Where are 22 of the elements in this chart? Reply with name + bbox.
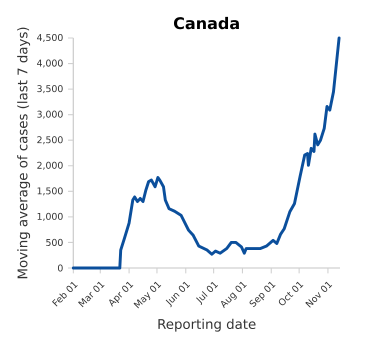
y-tick-label: 500 — [46, 238, 63, 246]
y-axis-title: Moving average of cases (last 7 days) — [17, 28, 30, 278]
chart-title: Canada — [174, 16, 239, 30]
x-tick-label: Jun 01 — [166, 282, 190, 308]
y-tick-label: 4,500 — [37, 34, 63, 42]
x-tick-label: Jul 01 — [196, 282, 218, 306]
y-tick-label: 2,000 — [37, 162, 63, 170]
y-tick-label: 2,500 — [37, 136, 63, 144]
y-tick-label: 3,000 — [37, 110, 63, 119]
x-tick-label: Feb 01 — [52, 282, 78, 307]
y-tick-label: 4,000 — [37, 60, 63, 68]
y-tick-label: 0 — [58, 264, 63, 272]
x-tick-label: Oct 01 — [278, 282, 304, 306]
y-tick-label: 1,000 — [38, 212, 63, 221]
x-tick-label: Aug 01 — [221, 282, 247, 308]
x-tick-label: Nov 01 — [305, 282, 332, 308]
x-tick-label: Mar 01 — [78, 282, 105, 308]
x-tick-label: Apr 01 — [109, 282, 134, 307]
x-axis-title: Reporting date — [158, 318, 256, 332]
y-tick-label: 1,500 — [38, 187, 63, 196]
x-tick-label: Sep 01 — [250, 282, 276, 308]
y-tick-label: 3,500 — [37, 85, 63, 94]
